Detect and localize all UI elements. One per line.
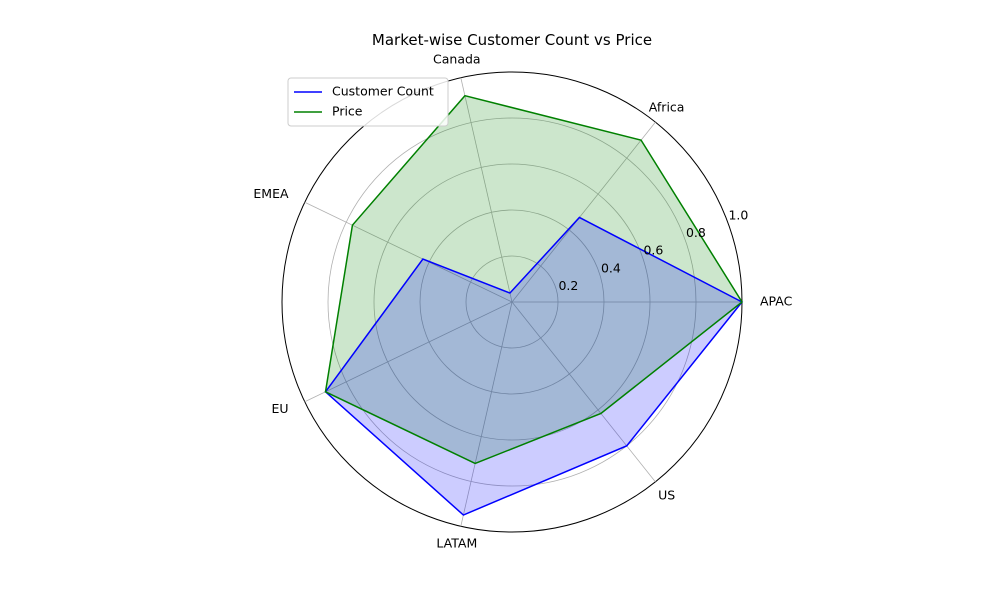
radial-tick-label: 0.2 [558, 278, 578, 293]
grid-spoke [511, 121, 656, 303]
radial-tick-label: 0.6 [643, 243, 663, 258]
category-label-emea: EMEA [253, 186, 289, 201]
series-line-price [324, 94, 743, 465]
chart-title: Market-wise Customer Count vs Price [372, 31, 652, 49]
legend-label-customer-count: Customer Count [332, 84, 434, 99]
grid-spoke [460, 77, 513, 303]
legend: Customer Count Price [287, 77, 449, 127]
series-fill-price [325, 95, 742, 464]
legend-label-price: Price [332, 104, 363, 119]
radial-tick-label: 0.8 [686, 225, 706, 240]
category-label-apac: APAC [760, 294, 793, 309]
category-label-africa: Africa [649, 100, 685, 115]
grid-spoke [304, 301, 513, 403]
category-labels: APAC Africa Canada EMEA EU LATAM US [253, 52, 792, 551]
grid-spoke [511, 301, 656, 483]
series-layer [324, 94, 744, 516]
category-label-canada: Canada [433, 52, 481, 67]
radial-tick-label: 0.4 [601, 260, 621, 275]
category-label-us: US [658, 487, 675, 502]
radial-tick-labels: 0.2 0.4 0.6 0.8 1.0 [558, 207, 748, 292]
category-label-eu: EU [271, 401, 288, 416]
series-fill-customer-count [325, 217, 742, 516]
grid-spoke [460, 301, 513, 527]
grid-spoke [304, 201, 513, 303]
series-line-customer-count [324, 216, 744, 516]
category-label-latam: LATAM [436, 535, 477, 550]
legend-box [287, 77, 449, 127]
radial-tick-label: 1.0 [728, 207, 748, 222]
polar-grid [281, 71, 743, 533]
